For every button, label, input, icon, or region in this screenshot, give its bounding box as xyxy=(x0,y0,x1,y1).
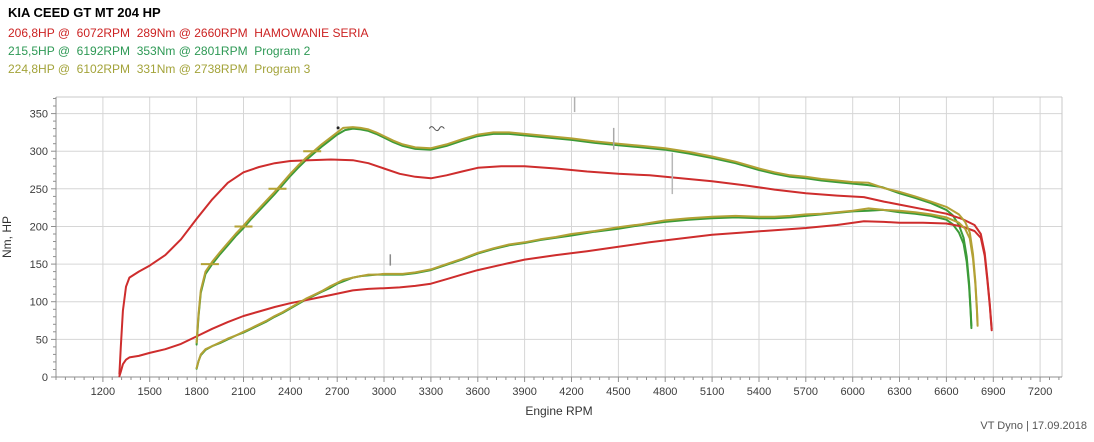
curve-run1-torque xyxy=(118,158,993,375)
y-tick-label: 0 xyxy=(42,372,48,384)
x-tick-label: 4200 xyxy=(559,386,583,398)
x-tick-label: 6300 xyxy=(887,386,911,398)
x-tick-label: 6900 xyxy=(981,386,1005,398)
curve-run3-power xyxy=(195,207,979,369)
legend-run-program-3: 224,8HP @ 6102RPM 331Nm @ 2738RPM Progra… xyxy=(8,62,311,76)
artifact-squiggle xyxy=(428,126,445,132)
curve-run2-power xyxy=(195,208,973,370)
x-tick-label: 1800 xyxy=(184,386,208,398)
y-tick-label: 350 xyxy=(30,109,48,121)
x-tick-label: 4500 xyxy=(606,386,630,398)
y-tick-label: 150 xyxy=(30,259,48,271)
x-tick-label: 4800 xyxy=(653,386,677,398)
curve-run1-power xyxy=(118,220,993,378)
x-tick-label: 1500 xyxy=(137,386,161,398)
x-tick-label: 7200 xyxy=(1028,386,1052,398)
legend-run-program-2: 215,5HP @ 6192RPM 353Nm @ 2801RPM Progra… xyxy=(8,44,311,58)
x-tick-label: 3600 xyxy=(466,386,490,398)
y-tick-label: 300 xyxy=(30,146,48,158)
footer-branding-date: VT Dyno | 17.09.2018 xyxy=(980,420,1087,432)
curve-run3-torque xyxy=(195,126,979,344)
x-tick-label: 6000 xyxy=(840,386,864,398)
page-title: KIA CEED GT MT 204 HP xyxy=(8,5,161,20)
legend-run-hamowanie-seria: 206,8HP @ 6072RPM 289Nm @ 2660RPM HAMOWA… xyxy=(8,26,369,40)
y-tick-label: 200 xyxy=(30,222,48,234)
x-tick-label: 6600 xyxy=(934,386,958,398)
x-tick-label: 5400 xyxy=(747,386,771,398)
x-tick-label: 5700 xyxy=(794,386,818,398)
x-tick-label: 2400 xyxy=(278,386,302,398)
x-tick-label: 2100 xyxy=(231,386,255,398)
x-tick-label: 1200 xyxy=(91,386,115,398)
x-axis-title: Engine RPM xyxy=(525,404,593,418)
x-tick-label: 3300 xyxy=(419,386,443,398)
x-tick-label: 3900 xyxy=(512,386,536,398)
y-axis-title: Nm, HP xyxy=(0,216,14,258)
y-tick-label: 100 xyxy=(30,297,48,309)
x-tick-label: 5100 xyxy=(700,386,724,398)
y-tick-label: 50 xyxy=(36,334,48,346)
y-tick-label: 250 xyxy=(30,184,48,196)
x-tick-label: 3000 xyxy=(372,386,396,398)
artifact-dot xyxy=(336,126,340,130)
x-tick-label: 2700 xyxy=(325,386,349,398)
